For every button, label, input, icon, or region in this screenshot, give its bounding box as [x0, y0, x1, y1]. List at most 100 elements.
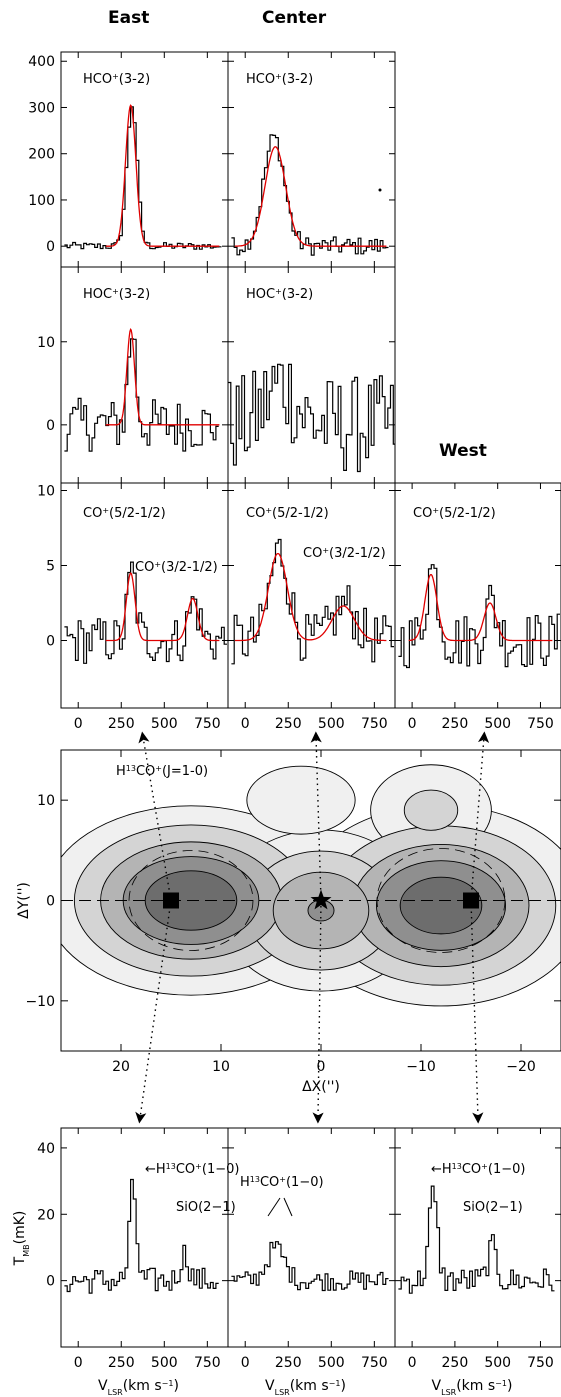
bottom-spectra: 0 20 40 0 250 500 750 ←H13CO+(1−0) SiO(2−1) VLSR(… — [12, 1127, 561, 1397]
x-tick-label: 0 — [241, 1355, 250, 1371]
spectrum-histogram — [231, 1241, 389, 1292]
x-tick-label: −20 — [506, 1059, 536, 1075]
top-spectra: HCO+(3-2)0100200300400HCO+(3-2)HOC+(3-2)… — [28, 51, 561, 732]
spectral-line-label: HOC+(3-2) — [83, 287, 150, 303]
spectral-line-label-2: CO+(3/2-1/2) — [135, 560, 218, 576]
x-tick-label: 750 — [361, 1355, 388, 1371]
bottom-spectrum-panel-west: 0 250 500 750 ←H13CO+(1−0) SiO(2−1) VLSR(km s−… — [394, 1127, 561, 1397]
spectral-line-label-2: CO+(3/2-1/2) — [303, 546, 386, 562]
x-tick-label: 0 — [74, 716, 83, 732]
spectral-line-label: HCO+(3-2) — [246, 72, 313, 88]
column-label-west: West — [439, 441, 487, 461]
spectrum-panel-east-row2: HOC+(3-2) 0 10 — [37, 266, 229, 484]
arrows — [135, 731, 490, 1124]
gaussian-fit-curve — [105, 104, 220, 247]
x-tick-label: 0 — [74, 1355, 83, 1371]
x-tick-label: 750 — [194, 716, 221, 732]
bottom-spectrum-panel-east: 0 20 40 0 250 500 750 ←H13CO+(1−0) SiO(2−1) VLSR(… — [37, 1127, 239, 1397]
spectrum-panel-west-row3: CO+(5/2-1/2) 0 250 500 750 — [394, 482, 561, 732]
gaussian-fit-curve — [234, 552, 387, 642]
dotted-arrow — [138, 731, 172, 901]
x-tick-label: 250 — [442, 716, 469, 732]
contour-level-2 — [403, 789, 459, 831]
line-annotation: ←H13CO+(1−0) — [145, 1162, 239, 1178]
spectrum-panel-center-row3: CO+(5/2-1/2) CO+(3/2-1/2) 0 250 500 750 — [227, 482, 396, 732]
y-axis-label: TMB(mK) — [12, 1211, 31, 1267]
y-tick-label: 10 — [37, 335, 55, 351]
panel-frame — [60, 1127, 229, 1348]
y-tick-label: 0 — [46, 239, 55, 255]
x-tick-label: 500 — [318, 1355, 345, 1371]
y-tick-label: 100 — [28, 193, 55, 209]
x-tick-label: 250 — [442, 1355, 469, 1371]
x-tick-label: 0 — [317, 1059, 326, 1075]
panel-frame — [394, 482, 561, 709]
bottom-spectrum-panel-center: 0 250 500 750 H13CO+(1−0) VLSR(km s−1) — [227, 1127, 396, 1397]
sio-annotation: SiO(2−1) — [463, 1200, 523, 1215]
spectral-line-label: CO+(5/2-1/2) — [83, 506, 166, 522]
y-tick-label: 0 — [46, 418, 55, 434]
spectral-line-label: HOC+(3-2) — [246, 287, 313, 303]
column-label-east: East — [108, 8, 149, 28]
x-tick-label: 0 — [408, 1355, 417, 1371]
y-tick-label: 0 — [46, 894, 55, 910]
h13co-map-panel: 20 10 0 −10 −20 10 0 −10 ΔX('') ΔY('') H13CO+(J=1-… — [16, 749, 561, 1095]
x-axis-label: VLSR(km s−1) — [432, 1378, 513, 1397]
x-tick-label: 250 — [275, 716, 302, 732]
y-tick-label: 400 — [28, 54, 55, 70]
spectrum-histogram — [64, 1178, 219, 1294]
spectrum-panel-east-row1: HCO+(3-2) 0 100 200 300 400 — [28, 51, 229, 268]
x-tick-label: 750 — [361, 716, 388, 732]
x-tick-label: 500 — [484, 716, 511, 732]
panel-frame — [227, 1127, 396, 1348]
gaussian-fit-curve — [105, 327, 220, 426]
y-tick-label: 20 — [37, 1207, 55, 1223]
contour-level-1 — [246, 765, 356, 835]
x-tick-label: 750 — [527, 716, 554, 732]
map-line-label: H13CO+(J=1-0) — [116, 764, 208, 780]
x-tick-label: 500 — [318, 716, 345, 732]
y-tick-label: 40 — [37, 1141, 55, 1157]
sio-annotation: SiO(2−1) — [176, 1200, 236, 1215]
y-tick-label: 0 — [46, 1274, 55, 1290]
gaussian-fit-curve — [408, 573, 553, 642]
x-axis-label: VLSR(km s−1) — [265, 1378, 346, 1397]
y-tick-label: 10 — [37, 484, 55, 500]
column-label-center: Center — [262, 8, 327, 28]
y-tick-label: 300 — [28, 100, 55, 116]
spectrum-histogram — [231, 538, 394, 665]
stray-dot — [378, 188, 382, 192]
annotation-arrow — [283, 1197, 293, 1217]
x-tick-label: 20 — [112, 1059, 130, 1075]
x-tick-label: 500 — [484, 1355, 511, 1371]
spectral-line-label: CO+(5/2-1/2) — [246, 506, 329, 522]
spectrum-histogram — [398, 564, 560, 669]
spectral-line-label: HCO+(3-2) — [83, 72, 150, 88]
spectrum-histogram — [64, 106, 222, 250]
contour-field — [61, 764, 561, 1007]
line-annotation: H13CO+(1−0) — [240, 1175, 324, 1191]
gaussian-fit-curve — [105, 572, 220, 642]
x-tick-label: 750 — [527, 1355, 554, 1371]
x-axis-label: VLSR(km s−1) — [98, 1378, 179, 1397]
line-annotation: ←H13CO+(1−0) — [431, 1162, 525, 1178]
y-tick-label: 10 — [37, 793, 55, 809]
y-tick-label: 5 — [46, 559, 55, 575]
x-tick-label: 500 — [151, 1355, 178, 1371]
x-tick-label: 0 — [408, 716, 417, 732]
y-tick-label: 200 — [28, 147, 55, 163]
contour-level-5 — [399, 876, 483, 935]
annotation-arrow — [267, 1197, 281, 1217]
x-tick-label: 750 — [194, 1355, 221, 1371]
x-tick-label: 10 — [212, 1059, 230, 1075]
y-tick-label: −10 — [25, 994, 55, 1010]
spectrum-histogram — [228, 363, 395, 473]
spectrum-panel-center-row2: HOC+(3-2) — [227, 266, 396, 484]
x-axis-label: ΔX('') — [302, 1079, 340, 1095]
spectrum-panel-east-row3: CO+(5/2-1/2) CO+(3/2-1/2) 0 5 10 0 250 500 750 — [37, 482, 229, 732]
spectrum-histogram — [64, 338, 219, 452]
spectral-line-label: CO+(5/2-1/2) — [413, 506, 496, 522]
x-tick-label: 250 — [108, 716, 135, 732]
spectrum-histogram — [398, 1185, 555, 1294]
